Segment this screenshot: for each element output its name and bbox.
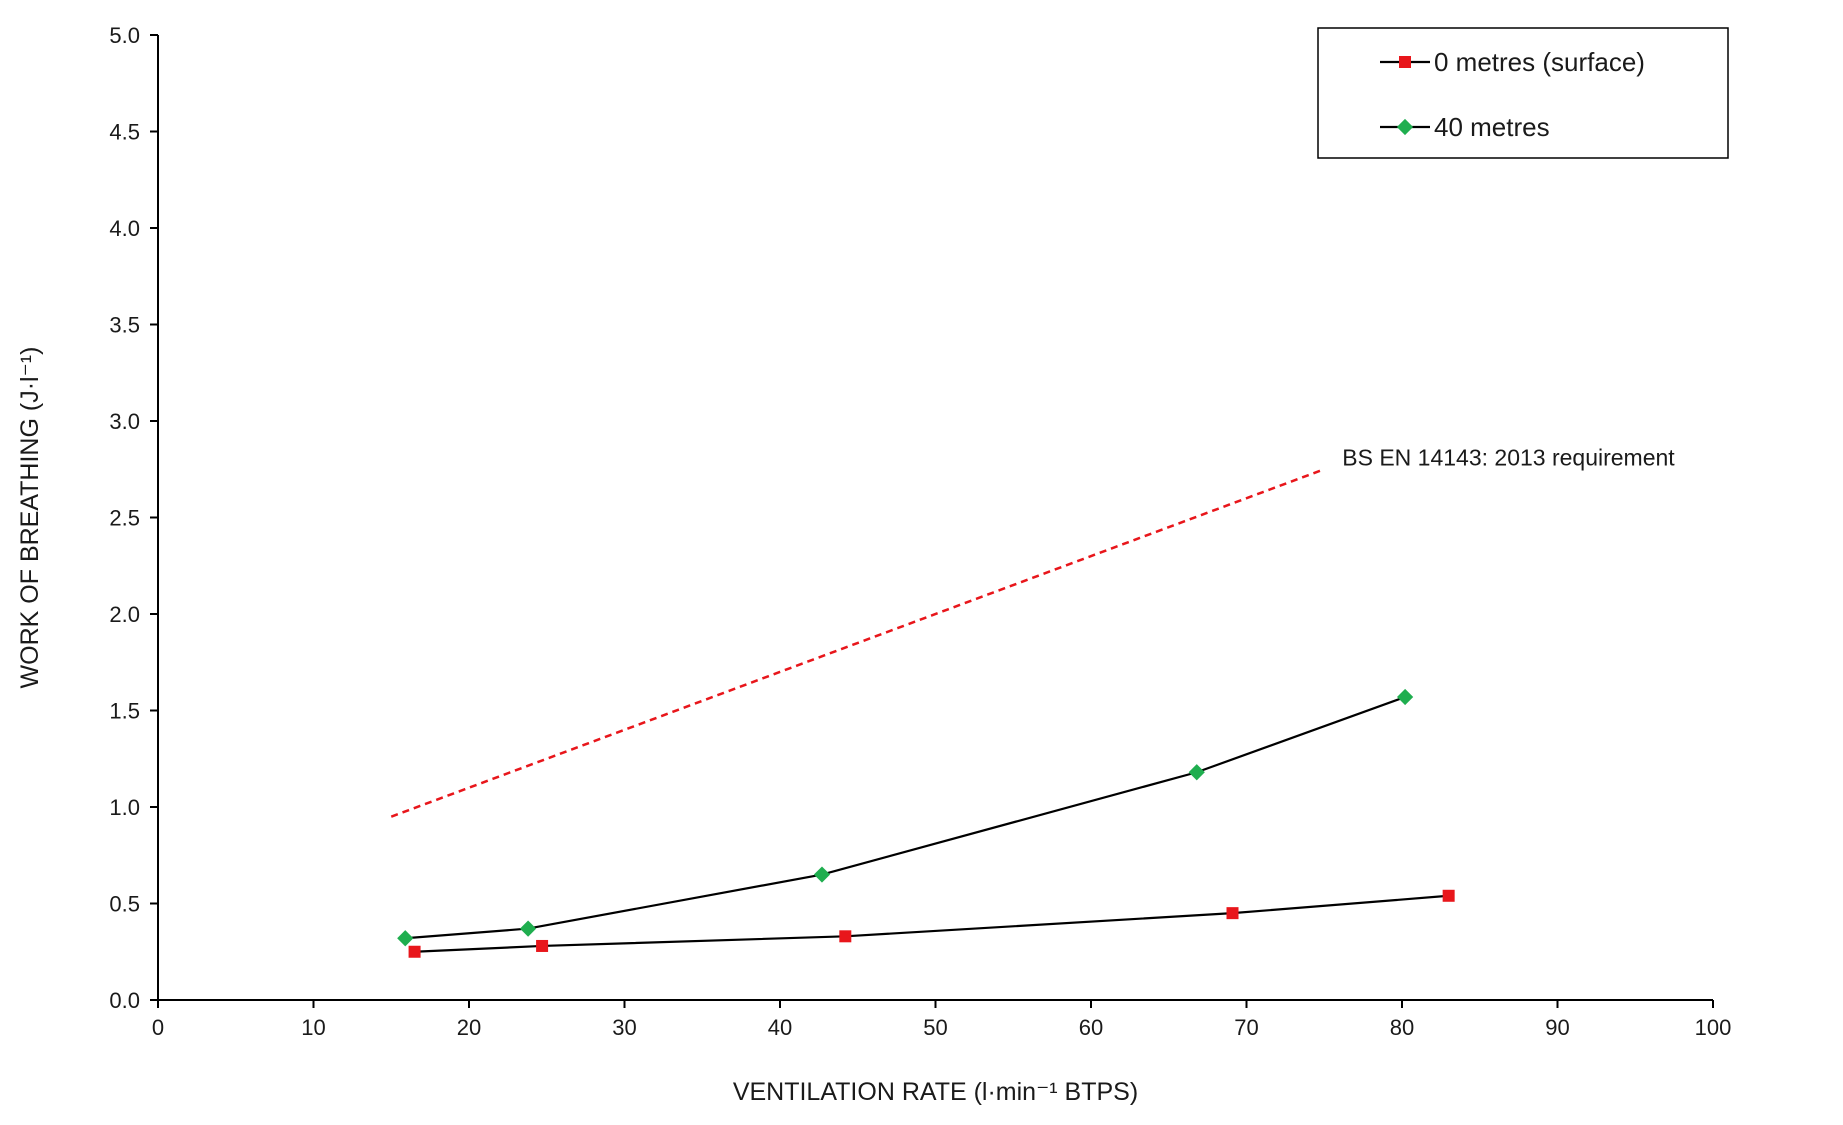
x-tick-label: 0 — [152, 1015, 164, 1040]
reference-line — [390, 468, 1325, 818]
data-point — [397, 930, 414, 947]
x-tick-label: 20 — [457, 1015, 481, 1040]
legend: 0 metres (surface) 40 metres — [1317, 27, 1729, 159]
legend-label: 0 metres (surface) — [1434, 47, 1645, 77]
y-tick-label: 2.0 — [109, 602, 140, 627]
legend-entry-1: 40 metres — [1380, 112, 1550, 142]
y-tick-label: 4.0 — [109, 216, 140, 241]
axes — [157, 35, 1713, 1001]
data-point — [536, 939, 549, 952]
x-tick-label: 80 — [1390, 1015, 1414, 1040]
legend-entry-0: 0 metres (surface) — [1380, 47, 1645, 77]
data-point — [839, 930, 852, 943]
legend-box — [1317, 27, 1729, 159]
data-point — [1226, 907, 1239, 920]
data-point — [408, 945, 421, 958]
x-tick-label: 50 — [923, 1015, 947, 1040]
x-tick-label: 10 — [301, 1015, 325, 1040]
legend-marker — [1399, 56, 1411, 68]
x-axis-title: VENTILATION RATE (l·min⁻¹ BTPS) — [733, 1078, 1138, 1106]
y-tick-label: 5.0 — [109, 23, 140, 48]
x-tick-label: 70 — [1234, 1015, 1258, 1040]
x-tick-label: 60 — [1079, 1015, 1103, 1040]
y-tick-label: 0.0 — [109, 988, 140, 1013]
reference-line-label: BS EN 14143: 2013 requirement — [1342, 444, 1675, 470]
y-tick-label: 1.0 — [109, 795, 140, 820]
series-line — [405, 695, 1406, 940]
x-tick-label: 90 — [1545, 1015, 1569, 1040]
y-tick-label: 3.0 — [109, 409, 140, 434]
data-point — [1188, 764, 1205, 781]
y-tick-label: 1.5 — [109, 699, 140, 724]
legend-label: 40 metres — [1434, 112, 1550, 142]
y-tick-label: 2.5 — [109, 506, 140, 531]
series-0 — [408, 889, 1455, 958]
x-tick-label: 30 — [612, 1015, 636, 1040]
data-point — [1442, 889, 1455, 902]
legend-marker — [1396, 118, 1414, 136]
y-tick-label: 4.5 — [109, 120, 140, 145]
x-tick-label: 100 — [1695, 1015, 1732, 1040]
series-1 — [397, 688, 1414, 947]
ticks: 0 10 20 30 40 50 60 70 80 90 100 0.0 0.5 1.0 1.5 2.0 2.5… — [109, 23, 1731, 1040]
reference-line-group — [390, 468, 1325, 818]
series-group — [397, 688, 1455, 958]
data-point — [813, 866, 831, 883]
series-line — [414, 894, 1449, 953]
data-point — [519, 920, 537, 937]
y-tick-label: 0.5 — [109, 892, 140, 917]
data-point — [1397, 688, 1414, 706]
x-tick-label: 40 — [768, 1015, 792, 1040]
y-axis-title: WORK OF BREATHING (J·l⁻¹) — [16, 347, 44, 689]
y-tick-label: 3.5 — [109, 313, 140, 338]
